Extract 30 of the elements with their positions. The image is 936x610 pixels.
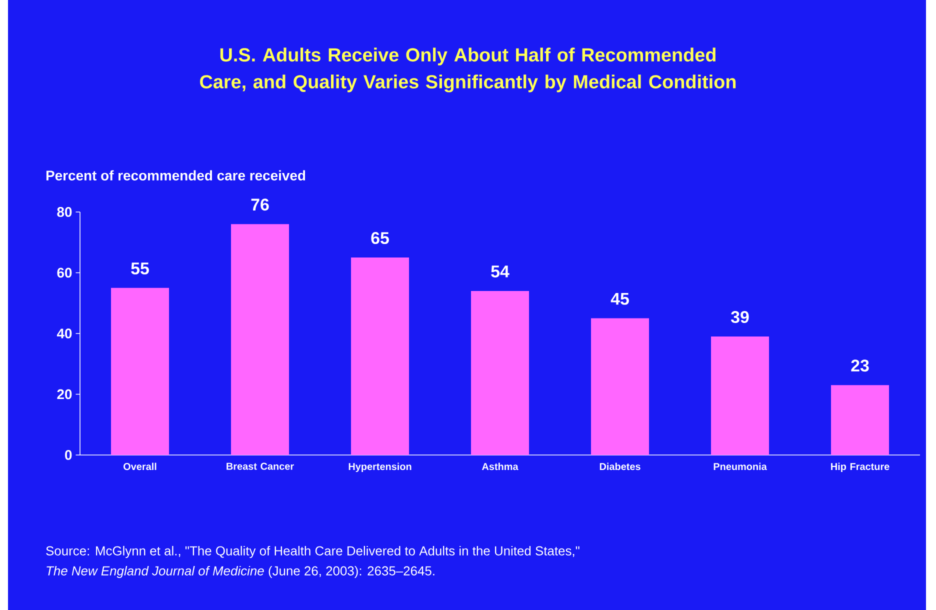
- y-axis-title: Percent of recommended care received: [46, 170, 306, 180]
- chart-title: U.S. Adults Receive Only About Half of Recommended Care, and Quality Varies Significantly by Medical Condition: [200, 48, 736, 92]
- y-tick-label: 60: [57, 268, 72, 278]
- bar: [111, 288, 170, 455]
- bar: [831, 385, 890, 455]
- source-note: Source: McGlynn et al., "The Quality of Health Care Delivered to Adults in the United States,": [46, 546, 580, 558]
- y-tick-label: 40: [56, 328, 72, 338]
- x-tick-label: Hip Fracture: [831, 462, 890, 472]
- data-label: 23: [851, 360, 869, 372]
- bar: [351, 258, 410, 455]
- bar: [471, 290, 530, 455]
- bar: [231, 224, 290, 455]
- data-label: 55: [131, 262, 149, 274]
- data-label: 39: [730, 310, 749, 323]
- x-tick-label: Overall: [124, 462, 156, 470]
- x-tick-label: Asthma: [482, 462, 518, 470]
- data-label: 45: [610, 292, 629, 305]
- x-tick-label: Pneumonia: [714, 462, 767, 470]
- bar: [591, 318, 650, 455]
- x-tick-label: Breast Cancer: [226, 462, 294, 470]
- data-label: 76: [251, 198, 269, 211]
- x-tick-label: Hypertension: [348, 462, 412, 472]
- x-tick-label: Diabetes: [600, 462, 640, 470]
- bar: [711, 336, 770, 455]
- text: The New England Journal of Medicine (June 26, 2003): 2635–2645.: [46, 566, 434, 578]
- y-tick-label: 80: [57, 207, 72, 217]
- y-tick-label: 0: [65, 450, 72, 460]
- data-label: 65: [371, 232, 389, 244]
- y-tick-label: 20: [57, 389, 72, 400]
- data-label: 54: [491, 266, 510, 278]
